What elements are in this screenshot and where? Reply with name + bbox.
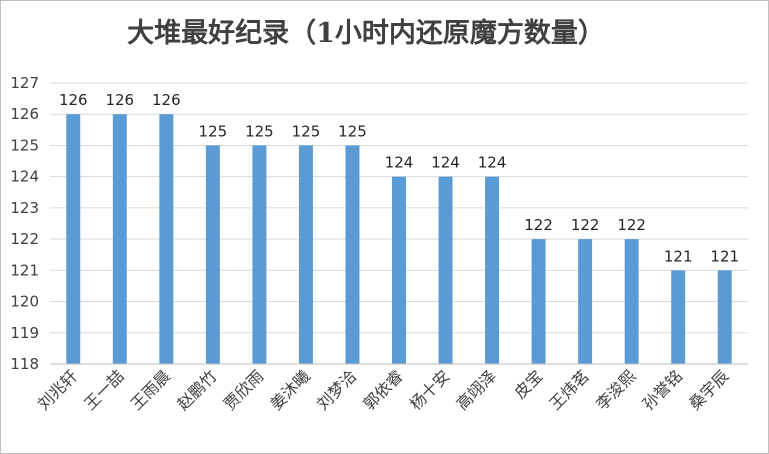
y-tick-label: 125 [10,136,39,154]
bar [717,270,732,364]
data-label: 125 [292,122,321,140]
bars [66,114,732,364]
data-label: 124 [385,154,414,172]
data-label: 126 [59,91,88,109]
bar [438,176,453,364]
data-label: 122 [617,216,646,234]
x-tick-label: 李浚熙 [592,366,639,413]
x-tick-label: 桑宇辰 [685,366,732,413]
x-tick-label: 皮宝 [510,366,546,402]
data-label: 121 [710,247,739,265]
data-label: 124 [478,154,507,172]
x-tick-label: 杨十安 [406,366,453,413]
x-tick-label: 贾欣雨 [220,366,267,413]
bar [205,145,220,364]
x-tick-label: 姜沐曦 [266,366,313,413]
x-tick-label: 刘梦洽 [313,366,360,413]
x-tick-label: 王雨晨 [127,366,174,413]
bar [578,239,593,364]
data-label: 124 [431,154,460,172]
x-tick-label: 郭依睿 [359,366,406,413]
bar [345,145,360,364]
data-labels: 126 126 126 125 125 125 125 124 124 124 122 122 122 1… [59,91,739,265]
bar [671,270,686,364]
data-label: 125 [199,122,228,140]
bar [392,176,406,364]
y-tick-label: 118 [10,355,39,373]
bar [112,114,127,364]
data-label: 125 [338,122,367,140]
bar [252,145,267,364]
bar [531,239,546,364]
y-tick-label: 121 [10,261,39,279]
y-tick-label: 127 [10,74,39,92]
data-label: 121 [664,247,693,265]
data-label: 122 [571,216,600,234]
x-axis-labels: 刘兆轩 王一喆 王雨晨 赵鹏竹 贾欣雨 姜沐曦 刘梦洽 郭依睿 杨十安 高翊泽 皮宝 王炜茗 李浚熙 孙誉… [34,366,733,413]
x-tick-label: 王一喆 [80,366,127,413]
data-label: 125 [245,122,274,140]
data-label: 126 [105,91,134,109]
x-tick-label: 刘兆轩 [34,366,81,413]
y-tick-label: 124 [10,168,39,186]
chart-title: 大堆最好纪录（1小时内还原魔方数量） [127,17,605,49]
x-tick-label: 高翊泽 [453,366,500,413]
y-axis-ticks: 118 119 120 121 122 123 124 125 126 127 [10,74,39,373]
y-tick-label: 123 [10,199,39,217]
x-tick-label: 赵鹏竹 [173,366,220,413]
bar [66,114,81,364]
bar [485,176,500,364]
bar [298,145,313,364]
y-tick-label: 120 [10,293,39,311]
x-tick-label: 王炜茗 [546,366,593,413]
y-tick-label: 126 [10,105,39,123]
y-tick-label: 122 [10,230,39,248]
data-label: 126 [152,91,181,109]
x-tick-label: 孙誉铭 [639,366,686,413]
bar [159,114,174,364]
data-label: 122 [524,216,553,234]
y-tick-label: 119 [10,324,39,342]
bar [624,239,639,364]
